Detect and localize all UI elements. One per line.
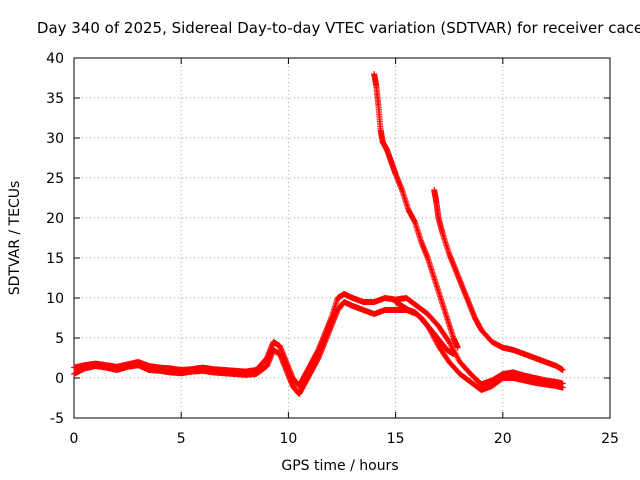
series-mid-arc bbox=[392, 299, 457, 357]
x-tick-label: 0 bbox=[70, 431, 79, 447]
x-axis-label: GPS time / hours bbox=[281, 458, 398, 474]
data-point-interp bbox=[559, 380, 566, 387]
data-point-interp bbox=[439, 229, 446, 236]
x-tick-label: 15 bbox=[387, 431, 405, 447]
axis-ticks: 0 5 10 15 20 25 -5 0 5 10 15 20 25 30 35 40 bbox=[46, 51, 619, 447]
data-point-interp bbox=[450, 350, 457, 357]
y-tick-label: 25 bbox=[46, 171, 64, 187]
data-point-interp bbox=[454, 343, 461, 350]
x-tick-label: 20 bbox=[494, 431, 512, 447]
y-tick-label: 40 bbox=[46, 51, 64, 67]
series-main-band-high bbox=[71, 291, 566, 389]
y-tick-label: 10 bbox=[46, 291, 64, 307]
y-tick-label: 35 bbox=[46, 91, 64, 107]
y-tick-label: 20 bbox=[46, 211, 64, 227]
y-tick-label: -5 bbox=[50, 411, 64, 427]
y-axis-label: SDTVAR / TECUs bbox=[7, 181, 23, 296]
chart-title: Day 340 of 2025, Sidereal Day-to-day VTE… bbox=[37, 19, 640, 37]
data-point-interp bbox=[437, 293, 444, 300]
series-upper-arc-1 bbox=[371, 71, 461, 351]
x-tick-label: 10 bbox=[279, 431, 297, 447]
plot-frame bbox=[73, 57, 611, 419]
y-tick-label: 30 bbox=[46, 131, 64, 147]
data-point-interp bbox=[398, 185, 405, 192]
x-tick-label: 25 bbox=[601, 431, 619, 447]
data-point-interp bbox=[455, 356, 462, 363]
data-points bbox=[71, 71, 566, 397]
data-point-interp bbox=[424, 253, 431, 260]
y-tick-label: 0 bbox=[55, 371, 64, 387]
data-point-interp bbox=[430, 273, 437, 280]
data-point-interp bbox=[444, 356, 451, 363]
data-point-interp bbox=[559, 366, 566, 373]
data-point-interp bbox=[327, 316, 334, 323]
data-point-interp bbox=[444, 336, 451, 343]
y-tick-label: 5 bbox=[55, 331, 64, 347]
x-tick-label: 5 bbox=[177, 431, 186, 447]
data-point-interp bbox=[276, 342, 283, 349]
data-point-interp bbox=[443, 313, 450, 320]
data-point-interp bbox=[445, 249, 452, 256]
data-point-interp bbox=[417, 237, 424, 244]
y-tick-label: 15 bbox=[46, 251, 64, 267]
series-upper-arc-2 bbox=[431, 187, 566, 373]
